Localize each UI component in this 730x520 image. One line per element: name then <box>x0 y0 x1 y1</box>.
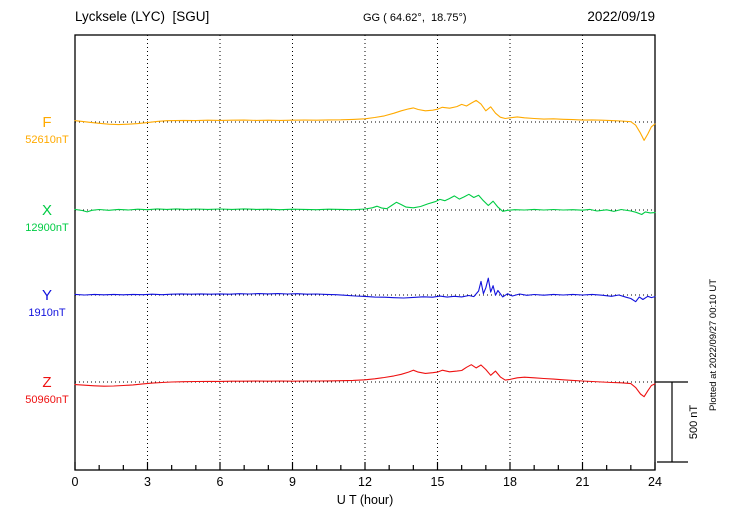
x-tick-label: 6 <box>217 475 224 489</box>
channel-label-Z: Z <box>42 374 51 391</box>
channel-value-Y: 1910nT <box>28 307 66 319</box>
geo-coordinates: GG ( 64.62°, 18.75°) <box>363 12 467 24</box>
plot-date: 2022/09/19 <box>587 9 655 24</box>
x-tick-label: 12 <box>358 475 372 489</box>
x-tick-label: 18 <box>503 475 517 489</box>
trace-F <box>74 99 656 141</box>
x-axis-label: U T (hour) <box>337 493 394 507</box>
channel-value-X: 12900nT <box>25 222 69 234</box>
x-tick-label: 9 <box>289 475 296 489</box>
plotted-at-note: Plotted at 2022/09/27 00:10 UT <box>708 279 719 411</box>
plot-frame <box>74 34 656 471</box>
x-tick-label: 21 <box>576 475 590 489</box>
trace-Z <box>74 364 656 398</box>
channel-label-X: X <box>42 202 52 219</box>
channel-value-F: 52610nT <box>25 134 69 146</box>
scalebar-label: 500 nT <box>688 405 700 440</box>
channel-label-Y: Y <box>42 287 52 304</box>
channel-label-F: F <box>42 114 51 131</box>
x-tick-label: 15 <box>431 475 445 489</box>
x-tick-label: 24 <box>648 475 662 489</box>
channel-value-Z: 50960nT <box>25 394 69 406</box>
x-tick-label: 3 <box>144 475 151 489</box>
trace-Y <box>74 277 656 303</box>
trace-X <box>74 193 656 216</box>
x-tick-label: 0 <box>72 475 79 489</box>
station-title: Lycksele (LYC) [SGU] <box>75 9 210 24</box>
